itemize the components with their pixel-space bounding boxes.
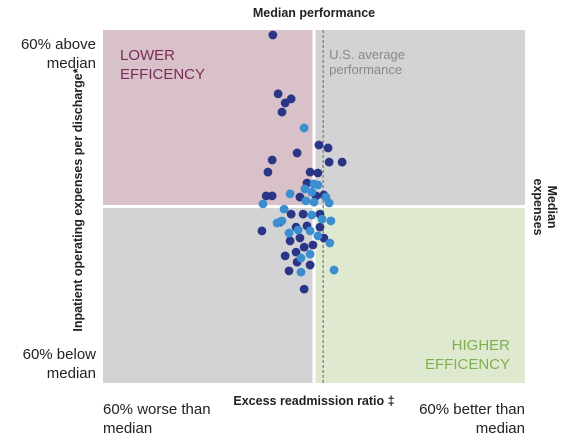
point <box>305 260 315 270</box>
y-tick-label: 60% below median <box>22 346 96 382</box>
point <box>295 233 305 243</box>
reference-label: U.S. average performance <box>329 47 406 77</box>
point <box>307 210 317 220</box>
x-axis-label: Excess readmission ratio ‡ <box>233 394 395 408</box>
quadrant-label: HIGHER EFFICENCY <box>424 337 510 373</box>
point <box>309 179 319 189</box>
point <box>284 266 294 276</box>
x-tick-label: 60% worse than median <box>103 401 211 437</box>
point <box>337 157 347 167</box>
point <box>298 209 308 219</box>
point <box>299 242 309 252</box>
point <box>285 236 295 246</box>
point <box>284 228 294 238</box>
point <box>267 155 277 165</box>
point <box>296 253 306 263</box>
point <box>257 226 267 236</box>
quadrant-label: LOWER EFFICENCY <box>120 47 206 83</box>
point <box>324 198 334 208</box>
point <box>277 107 287 117</box>
point <box>323 143 333 153</box>
point <box>285 189 295 199</box>
quadrant <box>314 206 525 383</box>
point <box>272 218 282 228</box>
point <box>299 284 309 294</box>
x-tick-label: 60% better than median <box>419 401 525 437</box>
point <box>268 30 278 40</box>
point <box>313 231 323 241</box>
quadrant <box>103 30 314 207</box>
y2-axis-label: Median expenses <box>531 178 559 236</box>
point <box>329 265 339 275</box>
point <box>258 199 268 209</box>
y-axis-label: Inpatient operating expenses per dischar… <box>71 68 85 332</box>
point <box>315 222 325 232</box>
point <box>263 167 273 177</box>
point <box>267 191 277 201</box>
point <box>301 196 311 206</box>
point <box>313 168 323 178</box>
y-tick-label: 60% above median <box>20 36 96 72</box>
quadrant <box>314 30 525 207</box>
point <box>305 249 315 259</box>
point <box>286 94 296 104</box>
point <box>314 140 324 150</box>
point <box>305 226 315 236</box>
point <box>296 267 306 277</box>
point <box>305 167 315 177</box>
point <box>279 204 289 214</box>
point <box>286 209 296 219</box>
point <box>299 123 309 133</box>
point <box>325 238 335 248</box>
point <box>324 157 334 167</box>
point <box>308 240 318 250</box>
point <box>307 187 317 197</box>
point <box>273 89 283 99</box>
point <box>280 251 290 261</box>
point <box>309 197 319 207</box>
point <box>291 247 301 257</box>
point <box>293 225 303 235</box>
point <box>300 184 310 194</box>
point <box>292 148 302 158</box>
point <box>317 214 327 224</box>
point <box>326 216 336 226</box>
quadrant <box>103 206 314 383</box>
chart-title: Median performance <box>252 6 376 20</box>
